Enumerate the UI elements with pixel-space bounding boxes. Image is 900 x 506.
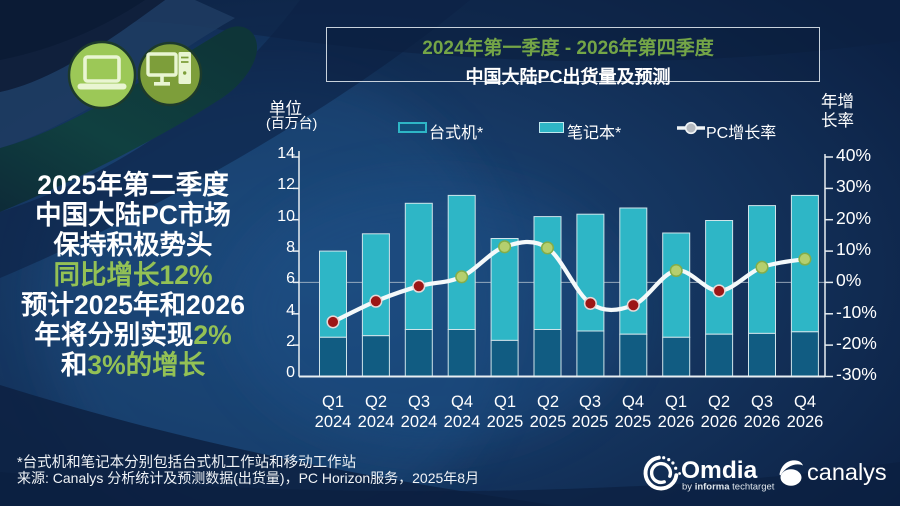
svg-text:Omdia: Omdia: [681, 457, 758, 484]
svg-text:by informa techtarget: by informa techtarget: [682, 482, 775, 493]
svg-text:canalys: canalys: [807, 459, 887, 485]
